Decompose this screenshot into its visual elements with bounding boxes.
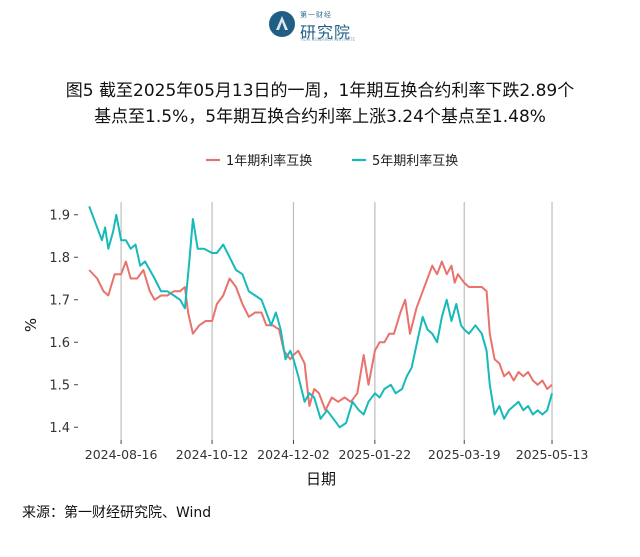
- series-line-2: [88, 205, 553, 429]
- chart-title: 图5 截至2025年05月13日的一周，1年期互换合约利率下跌2.89个 基点至…: [0, 78, 640, 130]
- chart-title-line-1: 图5 截至2025年05月13日的一周，1年期互换合约利率下跌2.89个: [65, 81, 575, 101]
- y-tick-label: 1.7: [49, 293, 70, 308]
- x-axis: 2024-08-16 2024-10-12 2024-12-02 2025-01-22…: [85, 440, 589, 488]
- x-tick-label: 2024-12-02: [257, 447, 330, 462]
- x-tick-label: 2025-01-22: [339, 447, 412, 462]
- x-tick-label: 2025-03-19: [428, 447, 501, 462]
- brand-logo-name: 研究院: [300, 23, 352, 42]
- x-tick-label: 2024-10-12: [176, 447, 249, 462]
- y-tick-label: 1.4: [49, 421, 70, 436]
- legend-label-2: 5年期利率互换: [372, 153, 458, 169]
- x-tick-label: 2025-05-13: [516, 447, 589, 462]
- brand-logo-icon: [269, 11, 295, 37]
- brand-logo-small-text: 第一财经: [300, 11, 332, 19]
- chart-grid: [120, 202, 553, 440]
- legend-label-1: 1年期利率互换: [226, 153, 312, 169]
- chart-legend: 1年期利率互换 5年期利率互换: [206, 153, 458, 169]
- y-axis: 1.4 1.5 1.6 1.7 1.8 1.9%: [22, 208, 78, 436]
- series-line-1: [88, 260, 553, 412]
- chart-series: [88, 205, 553, 429]
- y-tick-label: 1.8: [49, 251, 70, 266]
- y-axis-label: %: [22, 318, 40, 332]
- line-chart: 1年期利率互换 5年期利率互换 1.4 1.5 1.6 1.7 1.8 1.9% 2024-…: [22, 153, 589, 488]
- x-axis-label: 日期: [306, 470, 336, 488]
- chart-title-line-2: 基点至1.5%，5年期互换合约利率上涨3.24个基点至1.48%: [94, 107, 546, 127]
- source-note: 来源：第一财经研究院、Wind: [22, 505, 212, 521]
- x-tick-label: 2024-08-16: [85, 447, 158, 462]
- y-tick-label: 1.9: [49, 208, 70, 223]
- brand-logo: 第一财经 研究院 YICAI RESEARCH INSTITUTE: [268, 6, 372, 42]
- brand-logo-tagline: YICAI RESEARCH INSTITUTE: [300, 37, 356, 42]
- y-tick-label: 1.5: [49, 378, 70, 393]
- y-tick-label: 1.6: [49, 336, 70, 351]
